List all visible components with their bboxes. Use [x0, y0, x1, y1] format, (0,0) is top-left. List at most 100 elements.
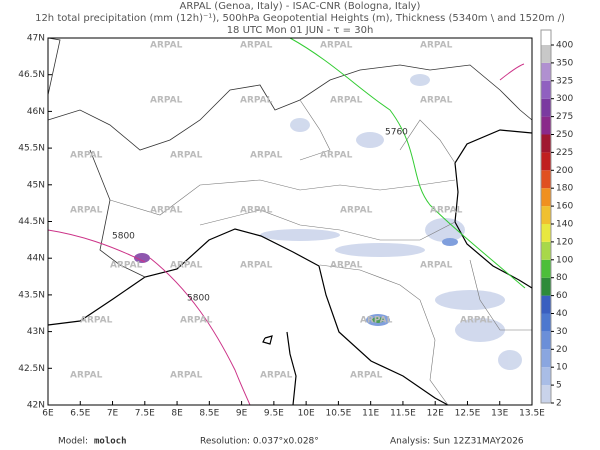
header-line: ARPAL (Genoa, Italy) - ISAC-CNR (Bologna…: [180, 1, 421, 12]
watermark: ARPAL: [320, 41, 353, 51]
watermark: ARPAL: [320, 151, 353, 161]
precip-areas: [134, 74, 522, 370]
colorbar-cell: [541, 80, 551, 99]
watermark: ARPAL: [460, 316, 493, 326]
colorbar-label: 325: [556, 76, 573, 86]
x-tick-label: 6.5E: [70, 409, 90, 419]
header-line: 18 UTC Mon 01 JUN - τ = 30h: [227, 25, 374, 36]
x-tick-label: 8E: [171, 409, 183, 419]
x-tick-label: 9.5E: [264, 409, 284, 419]
colorbar-label: 80: [556, 273, 568, 283]
watermark: ARPAL: [170, 371, 203, 381]
colorbar-cell: [541, 170, 551, 189]
colorbar-label: 5: [556, 381, 562, 391]
x-tick-label: 13.5E: [519, 409, 545, 419]
colorbar-cell: [541, 206, 551, 224]
watermark: ARPAL: [360, 316, 393, 326]
x-tick-label: 10.5E: [326, 409, 352, 419]
colorbar-label: 180: [556, 184, 573, 194]
y-tick-label: 44.5N: [18, 217, 45, 227]
colorbar-label: 300: [556, 94, 573, 104]
colorbar-cell: [541, 277, 551, 296]
colorbar-cell: [541, 224, 551, 242]
footer-model-label: Model:: [58, 437, 88, 447]
colorbar-label: 275: [556, 112, 573, 122]
contours: [47, 37, 526, 406]
colorbar-label: 10: [556, 363, 568, 373]
watermark: ARPAL: [70, 151, 103, 161]
watermark: ARPAL: [240, 206, 273, 216]
watermark: ARPAL: [350, 371, 383, 381]
colorbar-cell: [541, 259, 551, 278]
colorbar-label: 350: [556, 58, 573, 68]
x-tick-label: 9E: [236, 409, 248, 419]
colorbar-label: 100: [556, 255, 573, 265]
colorbar-cell: [541, 62, 551, 81]
colorbar-cell: [541, 331, 551, 350]
x-tick-label: 8.5E: [199, 409, 219, 419]
watermark: ARPAL: [70, 206, 103, 216]
watermark: ARPAL: [110, 261, 143, 271]
y-tick-label: 43N: [27, 327, 45, 337]
colorbar-label: 200: [556, 166, 573, 176]
colorbar-label: 120: [556, 237, 573, 247]
watermark: ARPAL: [70, 371, 103, 381]
watermark: ARPAL: [330, 96, 363, 106]
colorbar-cell: [541, 116, 551, 135]
watermark: ARPAL: [170, 151, 203, 161]
watermark: ARPAL: [240, 96, 273, 106]
y-tick-label: 42N: [27, 401, 45, 411]
y-tick-label: 42.5N: [18, 364, 45, 374]
colorbar-label: 40: [556, 309, 568, 319]
x-tick-label: 12E: [427, 409, 444, 419]
watermark: ARPAL: [150, 206, 183, 216]
watermark: ARPAL: [150, 96, 183, 106]
watermark: ARPAL: [330, 261, 363, 271]
colorbar-cell: [541, 152, 551, 171]
watermark: ARPAL: [240, 261, 273, 271]
watermark: ARPAL: [240, 41, 273, 51]
x-tick-label: 11.5E: [390, 409, 416, 419]
colorbar-label: 400: [556, 41, 573, 51]
y-tick-label: 45.5N: [18, 144, 45, 154]
watermark: ARPAL: [420, 41, 453, 51]
watermark: ARPAL: [250, 151, 283, 161]
x-tick-label: 7E: [107, 409, 119, 419]
contour-label: 5800: [112, 232, 135, 242]
colorbar-cell: [541, 134, 551, 153]
x-tick-label: 10E: [298, 409, 315, 419]
colorbar-cell: [541, 349, 551, 368]
y-tick-label: 47N: [27, 34, 45, 44]
x-tick-label: 11E: [362, 409, 379, 419]
colorbar-label: 250: [556, 130, 573, 140]
colorbar-cell: [541, 385, 551, 403]
watermark: ARPAL: [420, 96, 453, 106]
colorbar-cell: [541, 313, 551, 332]
x-tick-label: 6E: [42, 409, 54, 419]
x-tick-label: 7.5E: [135, 409, 155, 419]
colorbar-cell: [541, 367, 551, 386]
colorbar-cell: [541, 241, 551, 260]
watermark: ARPAL: [340, 206, 373, 216]
y-tick-label: 46.5N: [18, 70, 45, 80]
colorbar-label: 140: [556, 220, 573, 230]
x-tick-label: 12.5E: [455, 409, 481, 419]
footer-resolution: Resolution: 0.037°x0.028°: [200, 437, 319, 447]
header-line: 12h total precipitation (mm (12h)⁻¹), 50…: [35, 13, 565, 24]
watermark: ARPAL: [150, 41, 183, 51]
footer-model: moloch: [94, 437, 127, 447]
colorbar-cell: [541, 45, 551, 63]
y-tick-label: 45N: [27, 180, 45, 190]
contour-label: 5760: [385, 128, 408, 138]
y-tick-label: 46N: [27, 107, 45, 117]
colorbar-label: 60: [556, 291, 568, 301]
y-tick-label: 44N: [27, 254, 45, 264]
watermark: ARPAL: [170, 261, 203, 271]
x-tick-label: 13E: [491, 409, 508, 419]
watermark: ARPAL: [420, 261, 453, 271]
watermark: ARPAL: [430, 206, 463, 216]
y-tick-label: 43.5N: [18, 290, 45, 300]
watermark: ARPAL: [180, 316, 213, 326]
